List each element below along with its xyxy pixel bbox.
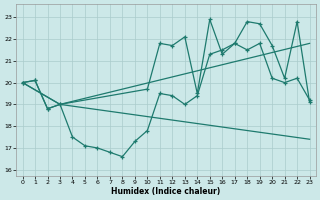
X-axis label: Humidex (Indice chaleur): Humidex (Indice chaleur) bbox=[111, 187, 221, 196]
